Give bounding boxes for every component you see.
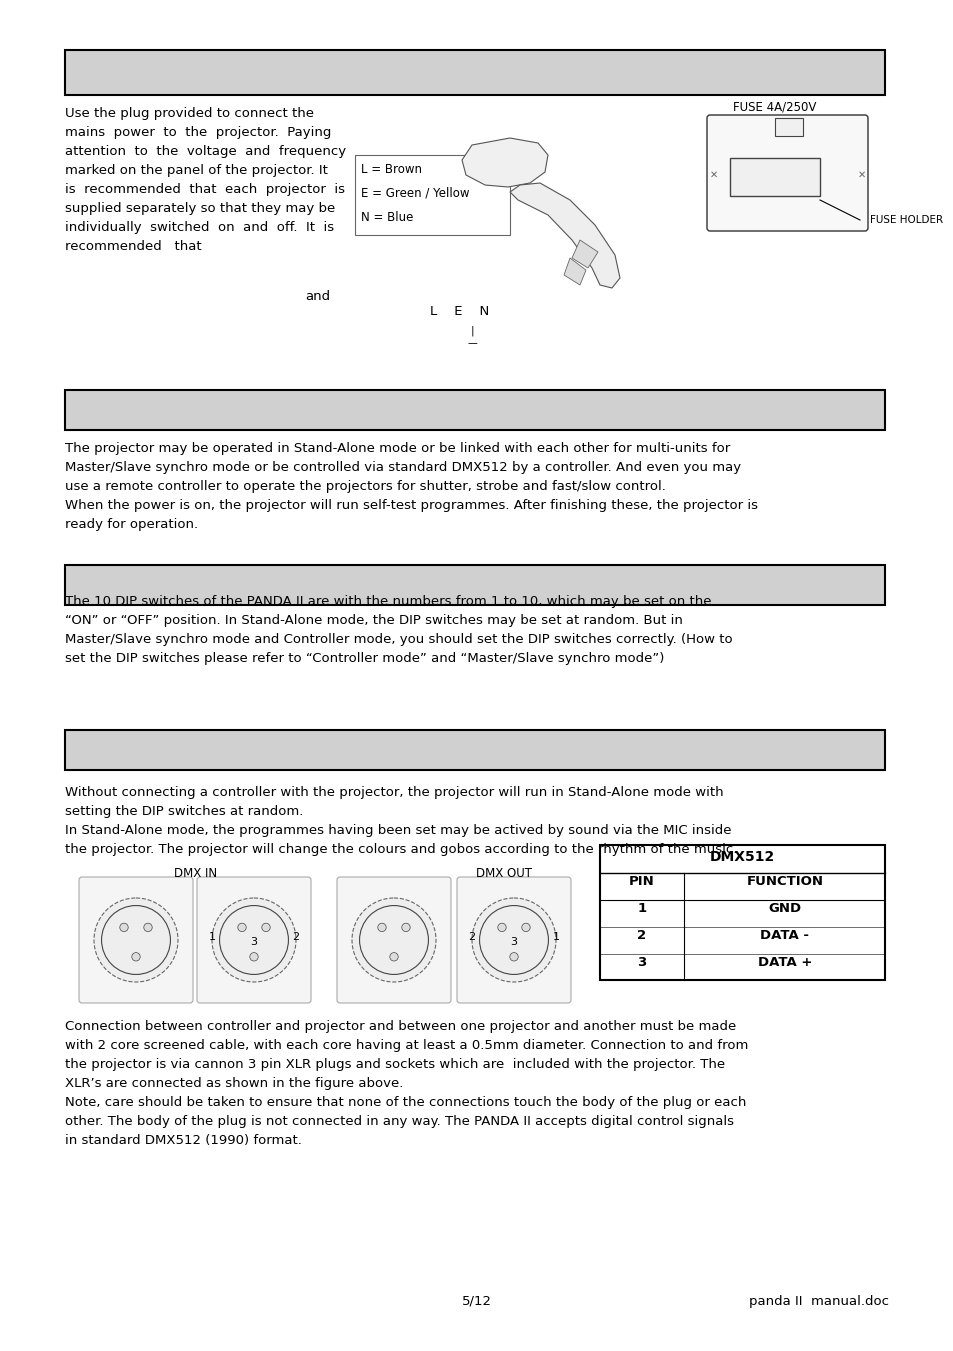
- Polygon shape: [572, 240, 598, 267]
- Text: The 10 DIP switches of the PANDA II are with the numbers from 1 to 10, which may: The 10 DIP switches of the PANDA II are …: [65, 594, 732, 665]
- Circle shape: [497, 923, 506, 932]
- Circle shape: [212, 898, 295, 982]
- FancyBboxPatch shape: [774, 118, 802, 136]
- Text: DMX IN: DMX IN: [174, 867, 217, 880]
- Circle shape: [352, 898, 436, 982]
- Polygon shape: [510, 182, 619, 288]
- Text: DATA +: DATA +: [757, 957, 811, 969]
- Polygon shape: [563, 258, 585, 285]
- Text: 5/12: 5/12: [461, 1296, 492, 1308]
- Circle shape: [237, 923, 246, 932]
- FancyBboxPatch shape: [65, 565, 884, 605]
- Text: ✕: ✕: [857, 170, 865, 180]
- Circle shape: [144, 923, 152, 932]
- Text: DMX512: DMX512: [709, 850, 774, 865]
- Text: and: and: [305, 290, 330, 303]
- Text: 3: 3: [637, 957, 646, 969]
- Text: FUSE 4A/250V: FUSE 4A/250V: [733, 100, 816, 113]
- Circle shape: [261, 923, 270, 932]
- Text: FUNCTION: FUNCTION: [745, 875, 822, 888]
- Text: 2: 2: [468, 932, 475, 942]
- FancyBboxPatch shape: [456, 877, 571, 1002]
- Text: L = Brown: L = Brown: [360, 163, 421, 176]
- FancyBboxPatch shape: [196, 877, 311, 1002]
- Text: Without connecting a controller with the projector, the projector will run in St: Without connecting a controller with the…: [65, 786, 737, 857]
- Text: DMX OUT: DMX OUT: [476, 867, 532, 880]
- Text: PIN: PIN: [628, 875, 654, 888]
- Text: |: |: [470, 326, 474, 335]
- Polygon shape: [461, 138, 547, 186]
- Text: FUSE HOLDER: FUSE HOLDER: [869, 215, 943, 226]
- Text: The projector may be operated in Stand-Alone mode or be linked with each other f: The projector may be operated in Stand-A…: [65, 442, 758, 531]
- Circle shape: [401, 923, 410, 932]
- Text: 3: 3: [251, 936, 257, 947]
- FancyBboxPatch shape: [65, 50, 884, 95]
- Circle shape: [509, 952, 517, 961]
- FancyBboxPatch shape: [355, 155, 510, 235]
- Text: —: —: [467, 338, 476, 349]
- Text: 2: 2: [293, 932, 299, 942]
- Text: 1: 1: [552, 932, 558, 942]
- FancyBboxPatch shape: [79, 877, 193, 1002]
- Circle shape: [390, 952, 397, 961]
- Text: GND: GND: [767, 902, 801, 915]
- Circle shape: [472, 898, 556, 982]
- Text: Connection between controller and projector and between one projector and anothe: Connection between controller and projec…: [65, 1020, 747, 1147]
- Text: ✕: ✕: [709, 170, 718, 180]
- FancyBboxPatch shape: [599, 844, 884, 979]
- Circle shape: [94, 898, 178, 982]
- Text: 1: 1: [637, 902, 646, 915]
- FancyBboxPatch shape: [336, 877, 451, 1002]
- Circle shape: [132, 952, 140, 961]
- FancyBboxPatch shape: [706, 115, 867, 231]
- Circle shape: [250, 952, 258, 961]
- FancyBboxPatch shape: [65, 390, 884, 430]
- Text: L    E    N: L E N: [430, 305, 489, 317]
- FancyBboxPatch shape: [729, 158, 820, 196]
- FancyBboxPatch shape: [490, 157, 519, 177]
- Text: 1: 1: [209, 932, 215, 942]
- Text: 2: 2: [637, 929, 646, 942]
- Circle shape: [377, 923, 386, 932]
- Text: DATA -: DATA -: [760, 929, 809, 942]
- Text: Use the plug provided to connect the
mains  power  to  the  projector.  Paying
a: Use the plug provided to connect the mai…: [65, 107, 346, 253]
- Text: 3: 3: [510, 936, 517, 947]
- Circle shape: [120, 923, 128, 932]
- Text: panda II  manual.doc: panda II manual.doc: [748, 1296, 888, 1308]
- Text: N = Blue: N = Blue: [360, 211, 413, 224]
- FancyBboxPatch shape: [65, 730, 884, 770]
- Text: E = Green / Yellow: E = Green / Yellow: [360, 186, 469, 200]
- Circle shape: [521, 923, 530, 932]
